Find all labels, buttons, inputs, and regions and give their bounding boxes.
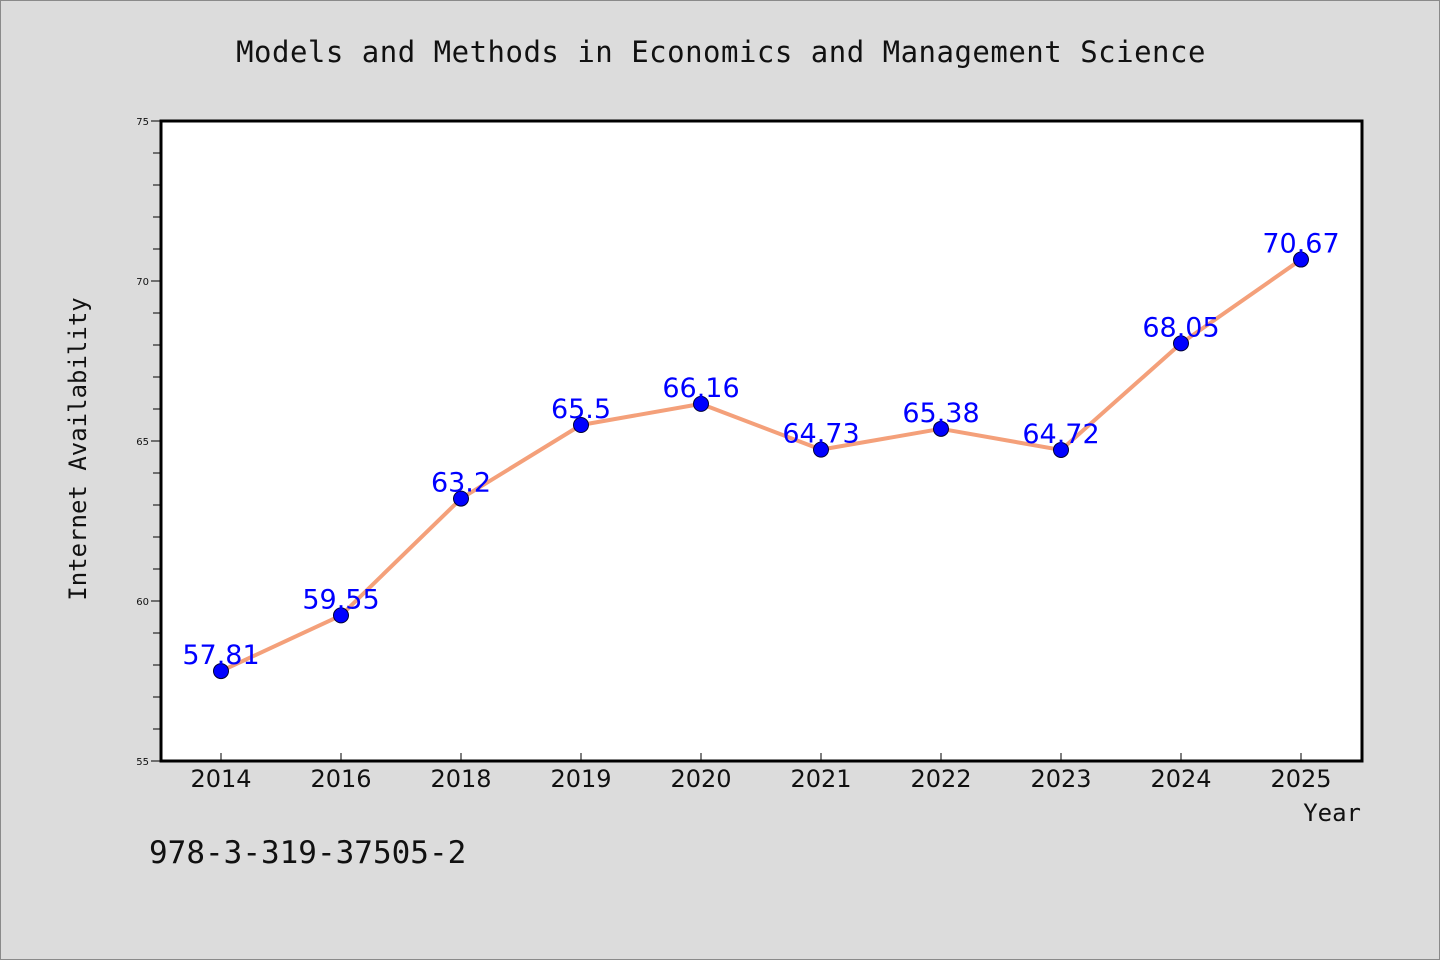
data-point-marker [813,441,829,458]
chart-title: Models and Methods in Economics and Mana… [236,35,1206,69]
data-label: 65.38 [902,398,979,429]
data-label: 68.05 [1142,312,1219,343]
data-label: 70.67 [1262,229,1339,260]
data-point-marker [573,417,589,433]
x-tick-label: 2023 [1030,765,1091,793]
y-tick-label: 65 [136,437,149,448]
data-label: 66.16 [662,373,739,404]
x-axis-label: Year [1303,799,1361,827]
data-label: 59.55 [302,584,379,615]
x-tick-label: 2018 [430,765,491,793]
data-label: 64.72 [1022,419,1099,450]
series-line [219,257,1303,674]
x-axis: 2014 2016 2018 2019 2020 2021 2022 2023 2024 2025 [190,753,1332,793]
data-label: 63.2 [431,468,491,499]
data-point-marker [333,607,349,624]
x-tick-label: 2024 [1150,765,1211,793]
isbn-text: 978-3-319-37505-2 [149,835,467,871]
x-tick-label: 2019 [550,765,611,793]
x-tick-label: 2014 [190,765,251,793]
y-tick-label: 70 [136,277,149,288]
data-point-marker [1053,441,1069,458]
series-line-group [219,257,1303,674]
y-tick-label: 55 [136,757,149,768]
y-tick-label: 75 [136,117,149,128]
data-point-marker [453,490,469,507]
plot-area [159,119,1364,763]
y-axis-label: Internet Availability [64,297,92,600]
x-tick-label: 2021 [790,765,851,793]
data-point-marker [213,663,229,680]
data-point-marker [693,395,709,412]
data-point-marker [1293,251,1309,268]
x-tick-label: 2025 [1270,765,1331,793]
data-label-group: 57.81 59.55 63.2 65.5 66.16 64.73 65.38 64.72 68… [182,229,1339,672]
data-label: 57.81 [182,640,259,671]
x-tick-label: 2022 [910,765,971,793]
y-axis: 55 60 65 70 75 [136,117,161,768]
x-tick-label: 2016 [310,765,371,793]
y-tick-label: 60 [136,597,149,608]
marker-group [213,251,1309,680]
data-point-marker [1173,335,1189,352]
data-label: 65.5 [551,394,611,425]
x-tick-label: 2020 [670,765,731,793]
data-label: 64.73 [782,419,859,450]
data-point-marker [933,420,949,437]
